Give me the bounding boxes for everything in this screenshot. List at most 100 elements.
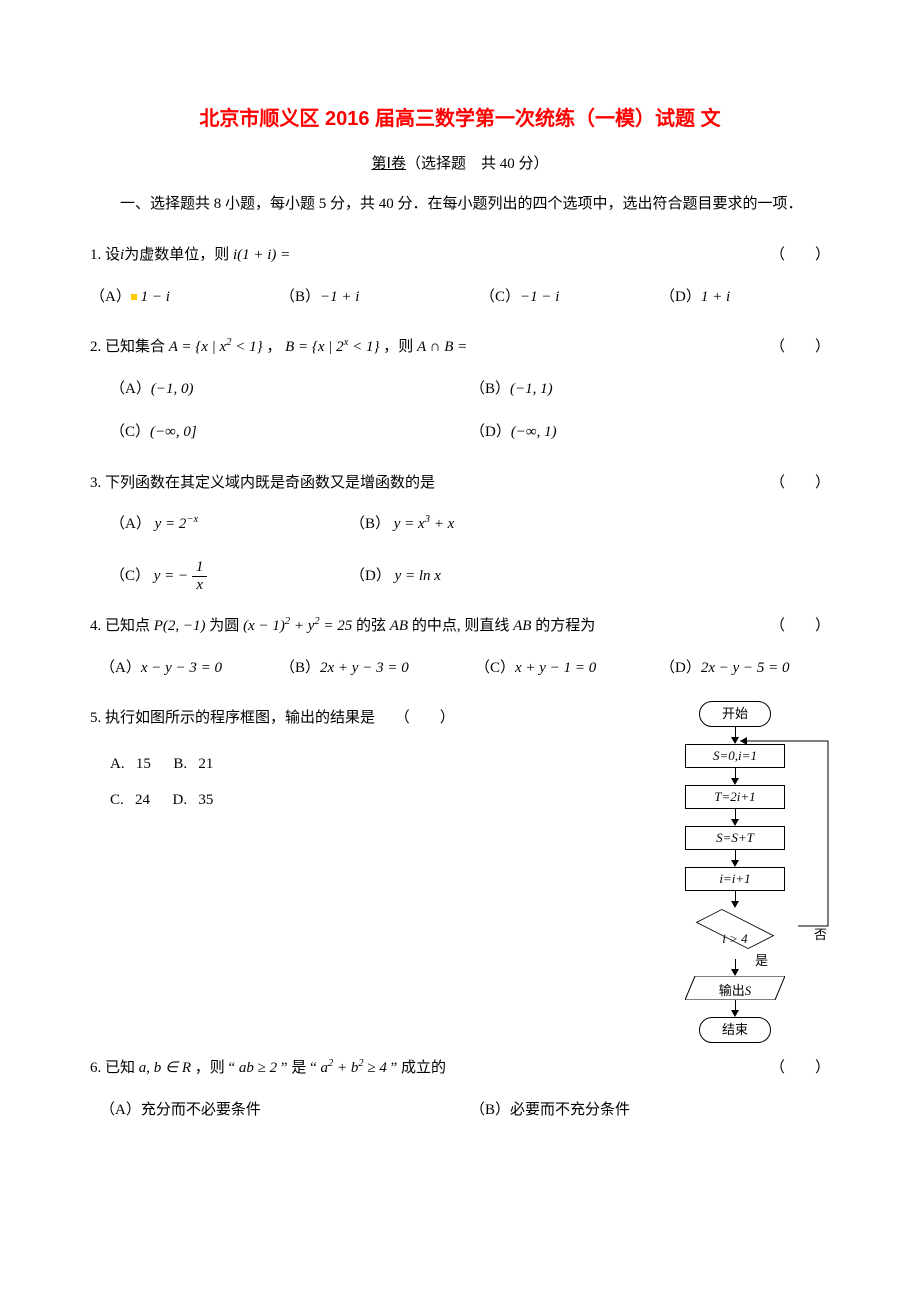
q2-expr: A ∩ B = — [417, 339, 467, 355]
q5-number: 5. — [90, 710, 101, 726]
q3-optA: y = 2−x — [155, 516, 199, 532]
flowchart-output: 输出S — [685, 976, 785, 1000]
q5-optB: 21 — [198, 756, 213, 772]
q4-number: 4. — [90, 618, 101, 634]
q4-pre: 已知点 — [101, 618, 154, 634]
section-instructions: 一、选择题共 8 小题，每小题 5 分，共 40 分．在每小题列出的四个选项中，… — [90, 189, 830, 221]
q4-m3: 的中点, 则直线 — [408, 618, 513, 634]
q2-pre: 已知集合 — [101, 339, 169, 355]
q5-optA: 15 — [136, 756, 151, 772]
marker-icon — [131, 294, 137, 300]
flowchart-output-var: S — [745, 983, 752, 998]
part-desc: （选择题 共 40 分） — [406, 156, 549, 172]
q1-optA-label: （A） — [90, 289, 131, 305]
q3-optD-label: （D） — [350, 568, 391, 584]
q6-cond1: ab ≥ 2 — [239, 1060, 277, 1076]
q6-optA-label: （A） — [100, 1102, 141, 1118]
flowchart: 开始 S=0,i=1 T=2i+1 S=S+T i=i+1 i > 4 否 是 … — [630, 701, 840, 1043]
q4-optB-label: （B） — [280, 660, 320, 676]
q1-optB: −1 + i — [320, 289, 359, 305]
q2-optA-label: （A） — [110, 381, 151, 397]
q2-optB: (−1, 1) — [510, 381, 553, 397]
q1-expr: i(1 + i) = — [233, 247, 290, 263]
flowchart-end: 结束 — [699, 1017, 771, 1043]
q1-optD-label: （D） — [660, 289, 701, 305]
q2-blank: （ ） — [770, 330, 830, 365]
flowchart-no-label: 否 — [814, 923, 827, 948]
page-title: 北京市顺义区 2016 届高三数学第一次统练（一模）试题 文 — [90, 100, 830, 138]
q1-stem-pre: 设 — [101, 247, 120, 263]
q3-optB-label: （B） — [350, 516, 390, 532]
q3-number: 3. — [90, 475, 101, 491]
question-6: 6. 已知 a, b ∈ R ，则 “ ab ≥ 2 ” 是 “ a2 + b2… — [90, 1051, 830, 1129]
q3-optC-den: x — [192, 577, 208, 594]
q3-optC: y = − 1x — [154, 568, 208, 584]
q1-optD: 1 + i — [701, 289, 730, 305]
q1-optA: 1 − i — [141, 289, 170, 305]
q1-number: 1. — [90, 247, 101, 263]
q1-optC: −1 − i — [520, 289, 559, 305]
q6-optB-label: （B） — [470, 1102, 510, 1118]
q4-optB: 2x + y − 3 = 0 — [320, 660, 409, 676]
q2-optA: (−1, 0) — [151, 381, 194, 397]
q4-post: 的方程为 — [531, 618, 595, 634]
q5-optD: 35 — [198, 792, 213, 808]
q2-sep: ， — [263, 339, 286, 355]
q4-blank: （ ） — [770, 609, 830, 644]
q1-blank: （ ） — [770, 238, 830, 273]
q1-optB-label: （B） — [280, 289, 320, 305]
q6-number: 6. — [90, 1060, 101, 1076]
q2-optC-label: （C） — [110, 424, 150, 440]
q4-circle: (x − 1)2 + y2 = 25 — [243, 618, 352, 634]
part-label: 第Ⅰ卷 — [372, 156, 406, 172]
q2-post: ，则 — [379, 339, 417, 355]
q3-optB: y = x3 + x — [394, 516, 454, 532]
q3-optC-label: （C） — [110, 568, 150, 584]
flowchart-start: 开始 — [699, 701, 771, 727]
flowchart-step2: S=S+T — [685, 826, 785, 850]
q5-optC: 24 — [135, 792, 150, 808]
q3-blank: （ ） — [770, 466, 830, 501]
question-3: 3. 下列函数在其定义域内既是奇函数又是增函数的是 （ ） （A） y = 2−… — [90, 466, 830, 596]
q2-optD-label: （D） — [470, 424, 511, 440]
q6-cond2: a2 + b2 ≥ 4 — [320, 1060, 386, 1076]
flowchart-step3: i=i+1 — [685, 867, 785, 891]
flowchart-cond-text: i > 4 — [685, 927, 785, 952]
q2-optD: (−∞, 1) — [511, 424, 557, 440]
q2-optC: (−∞, 0] — [150, 424, 197, 440]
q3-optC-num: 1 — [192, 559, 208, 577]
q1-optC-label: （C） — [480, 289, 520, 305]
q2-setA: A = {x | x2 < 1} — [169, 339, 263, 355]
q1-stem-mid: 为虚数单位，则 — [124, 247, 233, 263]
question-2: 2. 已知集合 A = {x | x2 < 1} ， B = {x | 2x <… — [90, 330, 830, 452]
q5-stem: 执行如图所示的程序框图，输出的结果是 — [101, 710, 375, 726]
q4-AB1: AB — [390, 618, 408, 634]
q4-optD-label: （D） — [660, 660, 701, 676]
q5-blank: （ ） — [395, 701, 455, 736]
q4-optC-label: （C） — [475, 660, 515, 676]
q6-pre: 已知 — [101, 1060, 139, 1076]
q5-optA-label: A. — [110, 756, 125, 772]
q4-m1: 为圆 — [206, 618, 244, 634]
q3-optA-label: （A） — [110, 516, 151, 532]
q6-optB: 必要而不充分条件 — [510, 1102, 630, 1118]
q2-optB-label: （B） — [470, 381, 510, 397]
flowchart-step1: T=2i+1 — [685, 785, 785, 809]
flowchart-output-text: 输出 — [719, 983, 745, 998]
q6-m2: ” 是 “ — [277, 1060, 320, 1076]
flowchart-decision: i > 4 否 是 — [685, 915, 785, 959]
paper-subtitle: 第Ⅰ卷（选择题 共 40 分） — [90, 150, 830, 179]
q6-post: ” 成立的 — [387, 1060, 446, 1076]
q6-m1: ，则 “ — [191, 1060, 239, 1076]
question-5: 5. 执行如图所示的程序框图，输出的结果是 （ ） A. 15 B. 21 C.… — [90, 701, 830, 1011]
q6-set: a, b ∈ R — [139, 1060, 191, 1076]
q4-optC: x + y − 1 = 0 — [515, 660, 596, 676]
q2-number: 2. — [90, 339, 101, 355]
question-1: 1. 设i为虚数单位，则 i(1 + i) = （ ） （A） 1 − i （B… — [90, 238, 830, 316]
flowchart-init: S=0,i=1 — [685, 744, 785, 768]
q3-optD: y = ln x — [395, 568, 441, 584]
q4-P: P(2, −1) — [154, 618, 206, 634]
flowchart-yes-label: 是 — [755, 949, 768, 974]
q3-stem: 下列函数在其定义域内既是奇函数又是增函数的是 — [101, 475, 435, 491]
q4-AB2: AB — [513, 618, 531, 634]
